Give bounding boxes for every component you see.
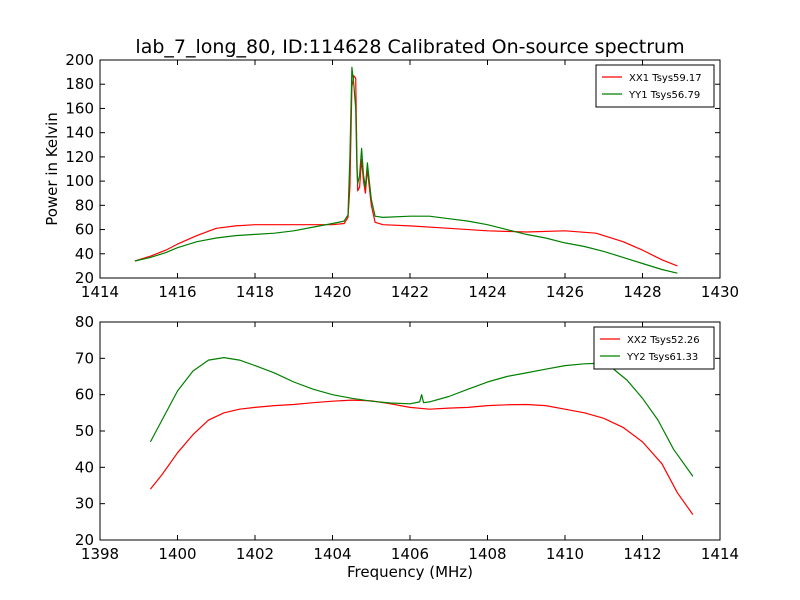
y-tick-label: 80 — [75, 196, 94, 214]
y-tick-label: 50 — [75, 422, 94, 440]
legend-label: XX2 Tsys52.26 — [627, 335, 700, 346]
y-tick-label: 100 — [65, 172, 94, 190]
y-tick-label: 20 — [75, 531, 94, 549]
x-tick-label: 1414 — [81, 283, 119, 301]
bottom-legend: XX2 Tsys52.26 YY2 Tsys61.33 — [593, 326, 715, 370]
x-tick-label: 1420 — [313, 283, 351, 301]
x-tick-label: 1428 — [623, 283, 661, 301]
y-tick-label: 180 — [65, 75, 94, 93]
legend-label: YY2 Tsys61.33 — [626, 352, 698, 363]
x-tick-label: 1422 — [391, 283, 429, 301]
x-tick-label: 1398 — [81, 545, 119, 563]
x-tick-label: 1418 — [236, 283, 274, 301]
top-chart: 1414 1416 1418 1420 1422 1424 1426 1428 1430 20 40… — [43, 51, 739, 301]
x-tick-label: 1406 — [391, 545, 429, 563]
y-tick-label: 30 — [75, 495, 94, 513]
bottom-x-axis-label: Frequency (MHz) — [347, 563, 473, 581]
bottom-chart: 1398 1400 1402 1404 1406 1408 1410 1412 1414 20 30… — [75, 313, 739, 581]
x-tick-label: 1408 — [468, 545, 506, 563]
y-tick-label: 80 — [75, 313, 94, 331]
x-tick-label: 1430 — [701, 283, 739, 301]
top-legend: XX1 Tsys59.17 YY1 Tsys56.79 — [595, 64, 715, 108]
x-tick-label: 1424 — [468, 283, 506, 301]
y-tick-label: 40 — [75, 245, 94, 263]
x-tick-label: 1412 — [623, 545, 661, 563]
top-y-axis-label: Power in Kelvin — [43, 112, 61, 226]
x-tick-label: 1400 — [158, 545, 196, 563]
y-tick-label: 70 — [75, 349, 94, 367]
x-tick-label: 1414 — [701, 545, 739, 563]
x-tick-label: 1402 — [236, 545, 274, 563]
legend-label: YY1 Tsys56.79 — [628, 90, 700, 101]
x-tick-label: 1404 — [313, 545, 351, 563]
y-tick-label: 60 — [75, 221, 94, 239]
y-tick-label: 160 — [65, 99, 94, 117]
y-tick-label: 120 — [65, 148, 94, 166]
series-line-2 — [134, 66, 678, 274]
top-series-lines — [134, 66, 678, 274]
bottom-ticks: 1398 1400 1402 1404 1406 1408 1410 1412 1414 20 30… — [75, 313, 739, 563]
y-tick-label: 20 — [75, 269, 94, 287]
y-tick-label: 140 — [65, 124, 94, 142]
legend-box — [593, 326, 715, 370]
chart-title: lab_7_long_80, ID:114628 Calibrated On-s… — [135, 36, 684, 58]
y-tick-label: 40 — [75, 458, 94, 476]
top-ticks: 1414 1416 1418 1420 1422 1424 1426 1428 1430 20 40… — [65, 51, 739, 301]
y-tick-label: 60 — [75, 386, 94, 404]
x-tick-label: 1416 — [158, 283, 196, 301]
series-line-1 — [149, 399, 694, 515]
legend-box — [595, 64, 715, 108]
x-tick-label: 1410 — [546, 545, 584, 563]
y-tick-label: 200 — [65, 51, 94, 69]
x-tick-label: 1426 — [546, 283, 584, 301]
legend-label: XX1 Tsys59.17 — [629, 73, 702, 84]
